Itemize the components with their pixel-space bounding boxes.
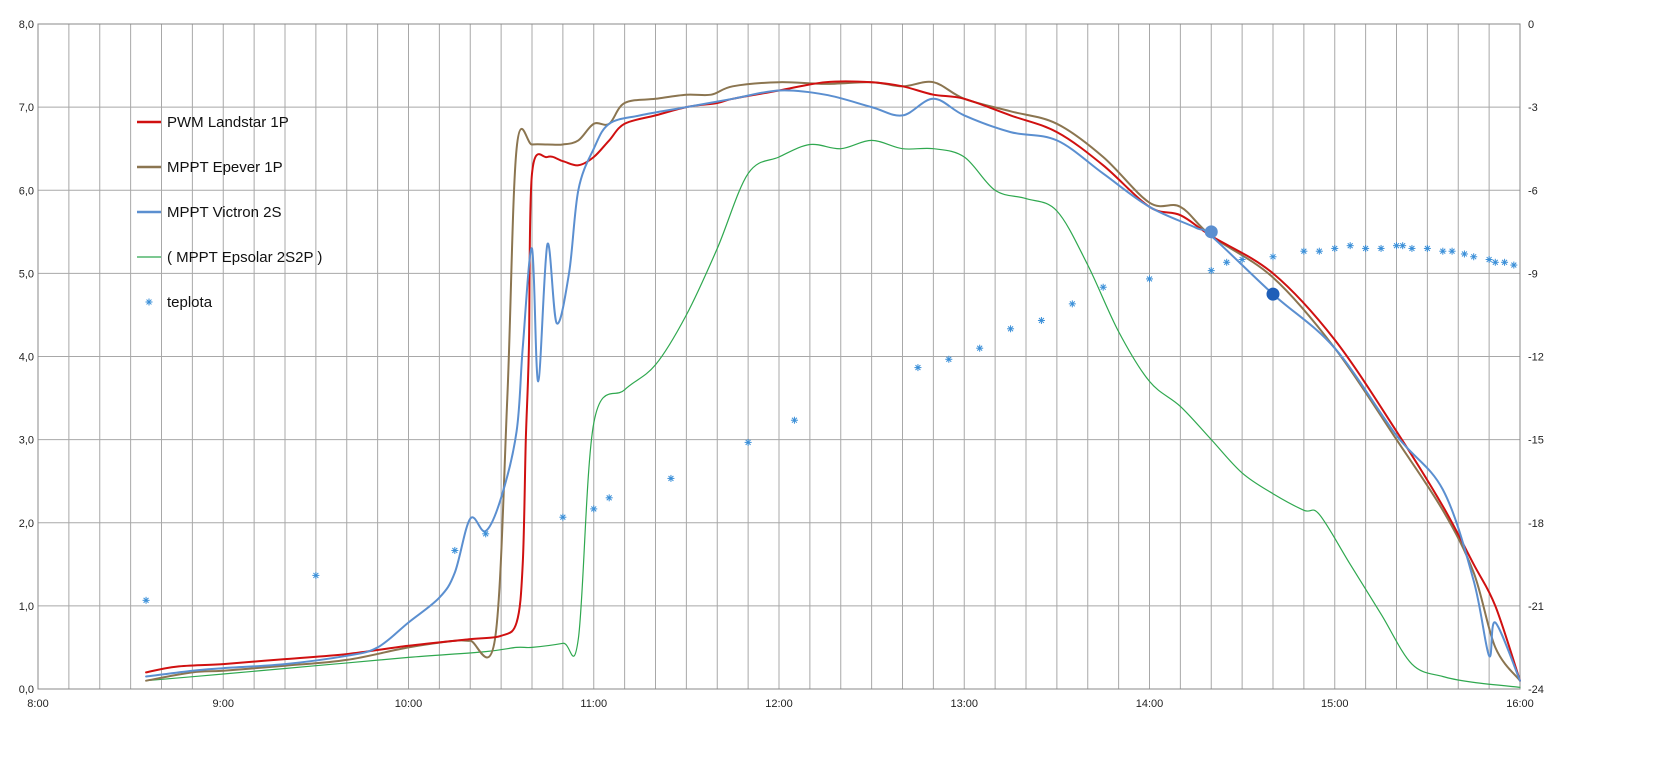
x-tick-label: 12:00 (765, 698, 793, 710)
legend-label: ( MPPT Epsolar 2S2P ) (167, 249, 322, 266)
y2-tick-label: -15 (1528, 435, 1544, 447)
y2-tick-label: 0 (1528, 19, 1534, 31)
legend-entry: MPPT Epever 1P (137, 159, 283, 176)
x-tick-label: 15:00 (1321, 698, 1349, 710)
grid (38, 24, 1520, 689)
legend-label: PWM Landstar 1P (167, 114, 289, 131)
y-tick-label: 3,0 (19, 435, 34, 447)
x-tick-label: 11:00 (580, 698, 607, 710)
y-tick-label: 6,0 (19, 185, 34, 197)
legend: PWM Landstar 1P MPPT Epever 1P MPPT Victro… (137, 114, 322, 311)
scatter-point (1448, 247, 1456, 255)
y2-tick-label: -6 (1528, 185, 1538, 197)
scatter-point (1300, 247, 1308, 255)
y2-tick-label: -18 (1528, 518, 1544, 530)
y2-tick-label: -9 (1528, 268, 1538, 280)
scatter-point (1362, 244, 1370, 252)
scatter-point (744, 438, 752, 446)
x-tick-label: 8:00 (27, 698, 48, 710)
legend-entry: PWM Landstar 1P (137, 114, 289, 131)
legend-entry: ( MPPT Epsolar 2S2P ) (137, 249, 322, 266)
scatter-point (1346, 242, 1354, 250)
scatter-point (590, 505, 598, 513)
scatter-point (667, 474, 675, 482)
scatter-point (605, 494, 613, 502)
legend-entry: MPPT Victron 2S (137, 204, 282, 221)
x-tick-label: 16:00 (1506, 698, 1534, 710)
y-tick-label: 7,0 (19, 102, 34, 114)
scatter-point (1423, 244, 1431, 252)
scatter-point (1439, 247, 1447, 255)
highlight-marker (1266, 287, 1280, 301)
scatter-point (1408, 244, 1416, 252)
y2-tick-label: -12 (1528, 352, 1544, 364)
y-tick-label: 8,0 (19, 19, 34, 31)
x-tick-label: 10:00 (395, 698, 423, 710)
highlight-marker (1204, 225, 1218, 239)
scatter-point (1007, 325, 1015, 333)
scatter-point (1146, 275, 1153, 283)
scatter-point (790, 416, 798, 424)
scatter-point (1238, 256, 1246, 264)
scatter-point (559, 513, 567, 521)
scatter-point (976, 344, 984, 352)
scatter-point (1460, 250, 1468, 258)
scatter-point (1470, 253, 1478, 261)
series-layer (142, 80, 1521, 688)
series-line-3 (145, 139, 1521, 688)
scatter-point (482, 530, 490, 538)
scatter-point (1037, 316, 1045, 324)
scatter-point (1207, 267, 1215, 275)
legend-label: teplota (167, 294, 213, 311)
legend-swatch (145, 298, 153, 306)
scatter-point (1331, 244, 1339, 252)
legend-label: MPPT Epever 1P (167, 159, 283, 176)
legend-entry: teplota (145, 294, 213, 311)
plot-border (37, 23, 1521, 690)
scatter-point (1223, 258, 1231, 266)
x-tick-label: 9:00 (213, 698, 234, 710)
y-tick-label: 4,0 (19, 352, 34, 364)
scatter-point (1269, 253, 1277, 261)
scatter-point (1491, 258, 1499, 266)
y2-tick-label: -21 (1528, 601, 1544, 613)
y2-tick-label: -3 (1528, 102, 1538, 114)
scatter-point (451, 546, 459, 554)
scatter-point (914, 364, 922, 372)
y2-tick-label: -24 (1528, 684, 1544, 696)
scatter-point (1377, 244, 1385, 252)
y-tick-label: 2,0 (19, 518, 34, 530)
scatter-point (1315, 247, 1323, 255)
series-line-1 (145, 80, 1521, 682)
scatter-point (1393, 242, 1400, 250)
scatter-point (1485, 256, 1493, 264)
x-tick-label: 14:00 (1136, 698, 1164, 710)
scatter-point (142, 596, 150, 604)
scatter-point (1510, 261, 1518, 269)
scatter-point (1399, 242, 1407, 250)
axis-labels: 0,0 1,0 2,0 3,0 4,0 5,0 6,0 7,0 8,0 -24 -21 -18 -15 -… (19, 19, 1544, 710)
scatter-point (1501, 258, 1509, 266)
y-tick-label: 0,0 (19, 684, 34, 696)
scatter-point (1068, 300, 1076, 308)
y-tick-label: 5,0 (19, 268, 34, 280)
scatter-point (945, 355, 953, 363)
y-tick-label: 1,0 (19, 601, 34, 613)
x-tick-label: 13:00 (950, 698, 978, 710)
legend-label: MPPT Victron 2S (167, 204, 282, 221)
scatter-point (312, 571, 320, 579)
scatter-point (1099, 283, 1107, 291)
